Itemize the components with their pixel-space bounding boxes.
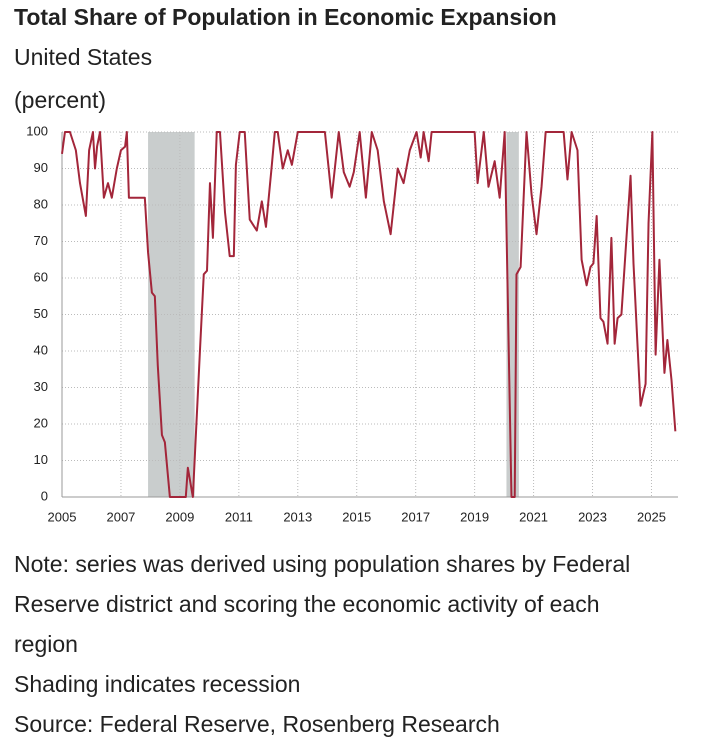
y-tick-label: 80 bbox=[34, 196, 48, 211]
data-line bbox=[61, 131, 677, 498]
x-tick-label: 2017 bbox=[401, 509, 430, 524]
y-tick-label: 60 bbox=[34, 269, 48, 284]
note: Note: series was derived using populatio… bbox=[14, 551, 631, 657]
y-tick-label: 20 bbox=[34, 415, 48, 430]
y-tick-label: 50 bbox=[34, 306, 48, 321]
x-tick-label: 2019 bbox=[460, 509, 489, 524]
y-tick-label: 30 bbox=[34, 379, 48, 394]
x-tick-label: 2013 bbox=[283, 509, 312, 524]
y-tick-label: 100 bbox=[26, 123, 48, 138]
y-tick-label: 90 bbox=[34, 160, 48, 175]
chart-title: Total Share of Population in Economic Ex… bbox=[14, 4, 557, 30]
x-tick-label: 2015 bbox=[342, 509, 371, 524]
y-tick-label: 0 bbox=[41, 488, 48, 503]
y-tick-label: 70 bbox=[34, 233, 48, 248]
y-tick-label: 10 bbox=[34, 452, 48, 467]
chart: 0 10 20 30 40 50 60 70 80 90 100 2005 2007 2009 2011 20… bbox=[26, 123, 678, 524]
note: Source: Federal Reserve, Rosenberg Resea… bbox=[14, 711, 500, 737]
x-tick-label: 2023 bbox=[578, 509, 607, 524]
chart-subtitle: United States bbox=[14, 44, 153, 70]
x-tick-label: 2005 bbox=[48, 509, 77, 524]
notes: Note: series was derived using populatio… bbox=[14, 544, 644, 744]
x-tick-label: 2025 bbox=[637, 509, 666, 524]
unit-label: (percent) bbox=[14, 87, 107, 113]
x-tick-label: 2009 bbox=[165, 509, 194, 524]
x-tick-label: 2007 bbox=[106, 509, 135, 524]
x-tick-label: 2021 bbox=[519, 509, 548, 524]
note: Shading indicates recession bbox=[14, 671, 301, 697]
x-tick-label: 2011 bbox=[225, 509, 253, 524]
y-tick-label: 40 bbox=[34, 342, 48, 357]
